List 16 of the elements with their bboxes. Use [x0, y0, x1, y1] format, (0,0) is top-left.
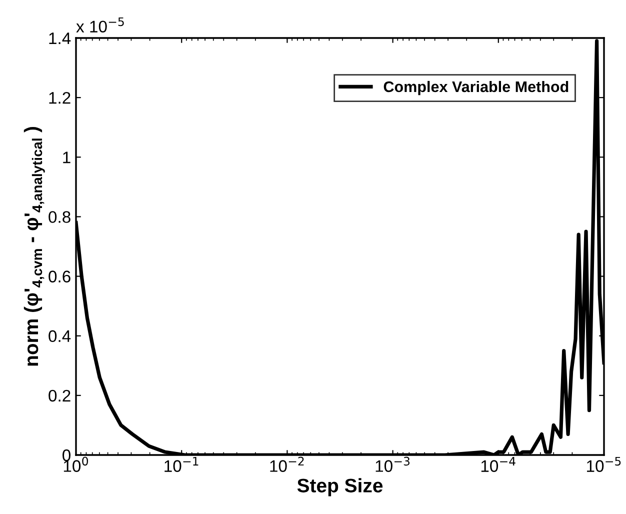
x-tick-label: 10$^{−3}$: [376, 456, 410, 472]
text: x 10$^{−5}$: [76, 17, 124, 33]
x-tick-label: 10$^{−2}$: [270, 456, 304, 472]
x-tick-label: 10$^{−4}$: [481, 456, 516, 472]
x-tick-label: 10$^{−5}$: [587, 456, 621, 472]
y-tick-label: 1.4: [49, 32, 71, 44]
y-tick-label: 1: [63, 152, 70, 164]
y-tick-label: 0.6: [48, 270, 70, 282]
legend-label: Complex Variable Method: [384, 80, 568, 96]
y-axis-title: norm (φ'4,cvm - φ'4,analytical ): [24, 127, 45, 366]
y-tick-label: 0.4: [48, 330, 71, 342]
x-tick-label: 10$^{−1}$: [164, 456, 198, 472]
y-tick-label: 0.8: [48, 211, 70, 223]
y-tick-label: 1.2: [49, 92, 70, 104]
x-axis-title: Step Size: [297, 478, 383, 496]
y-tick-label: 0.2: [48, 390, 70, 402]
